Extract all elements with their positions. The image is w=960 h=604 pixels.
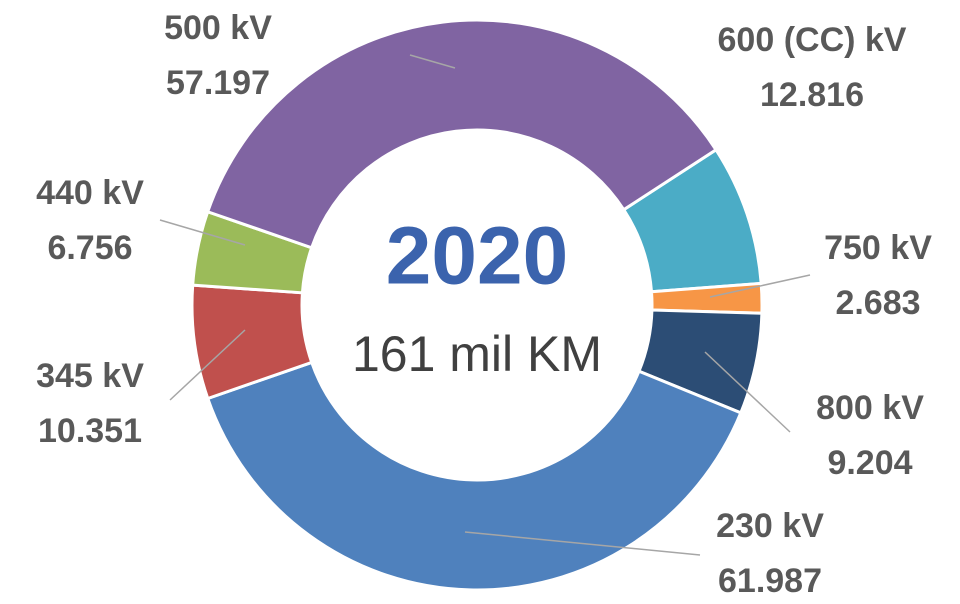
data-label-value: 2.683 [835,284,920,322]
data-label-name: 230 kV [716,507,824,545]
leader-line [464,531,701,556]
data-label-name: 800 kV [816,389,924,427]
data-label-name: 500 kV [164,9,272,47]
donut-segment [205,360,743,592]
donut [190,18,764,592]
data-label-value: 6.756 [47,229,132,267]
data-label-value: 10.351 [38,412,142,450]
chart-title: 2020 [386,211,568,302]
data-label-name: 750 kV [824,229,932,267]
data-label-value: 61.987 [718,562,822,600]
data-label-value: 57.197 [166,64,270,102]
data-label-name: 600 (CC) kV [718,21,907,59]
chart-subtitle: 161 mil KM [352,326,602,382]
data-label-name: 345 kV [36,357,144,395]
data-label-value: 12.816 [760,76,864,114]
data-label-value: 9.204 [827,444,912,482]
leader-line [159,219,246,246]
leader-line [169,329,246,401]
leader-line [704,351,791,433]
leader-line [409,54,456,69]
data-label-name: 440 kV [36,174,144,212]
leader-line [709,274,811,298]
donut-segment [205,18,719,250]
